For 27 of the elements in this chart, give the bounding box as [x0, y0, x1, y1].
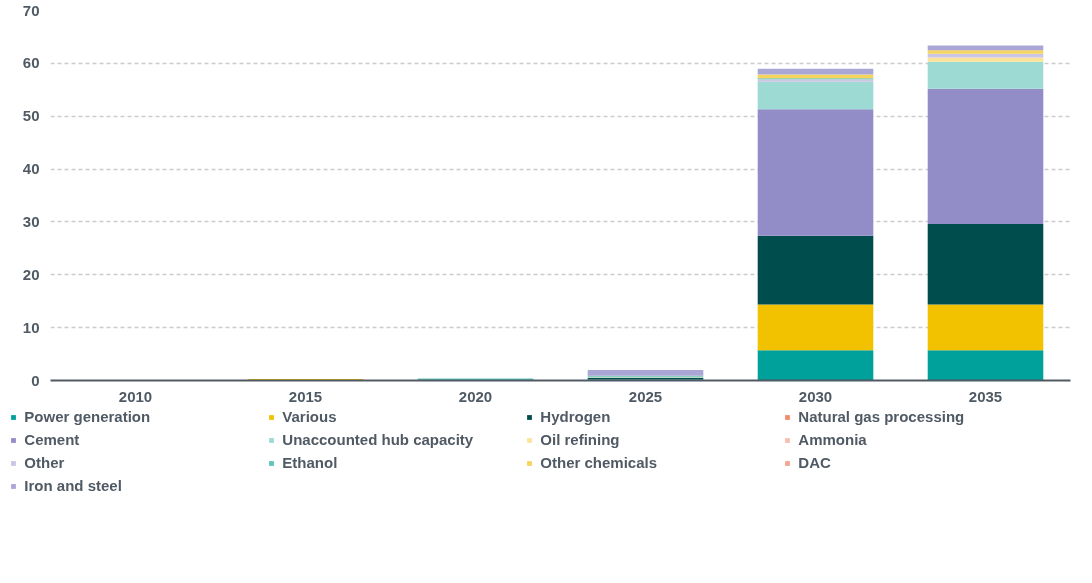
x-tick-label: 2030 — [798, 387, 833, 405]
x-tick-label: 2035 — [968, 387, 1003, 405]
y-tick-label: 20 — [22, 265, 40, 283]
legend-label: Ethanol — [282, 454, 339, 471]
y-tick-label: 50 — [22, 107, 40, 125]
legend-label: Power generation — [24, 408, 152, 425]
y-tick-label: 70 — [22, 1, 40, 19]
legend-label: Oil refining — [540, 431, 621, 448]
legend-label: Hydrogen — [540, 408, 612, 425]
y-tick-label: 10 — [22, 318, 40, 336]
y-tick-label: 30 — [22, 212, 40, 230]
y-tick-label: 0 — [31, 371, 40, 389]
legend-label: Natural gas processing — [798, 408, 966, 425]
x-tick-label: 2020 — [458, 387, 493, 405]
x-tick-label: 2010 — [118, 387, 153, 405]
legend-label: Cement — [24, 431, 81, 448]
y-tick-label: 40 — [22, 160, 40, 178]
x-tick-label: 2015 — [288, 387, 323, 405]
y-tick-label: 60 — [22, 54, 40, 72]
legend-label: Other — [24, 454, 66, 471]
legend-label: Unaccounted hub capacity — [282, 431, 475, 448]
legend-label: DAC — [798, 454, 832, 471]
legend-label: Iron and steel — [24, 477, 123, 494]
legend-label: Various — [282, 408, 338, 425]
legend-label: Other chemicals — [540, 454, 659, 471]
x-tick-label: 2025 — [628, 387, 663, 405]
legend-label: Ammonia — [798, 431, 868, 448]
